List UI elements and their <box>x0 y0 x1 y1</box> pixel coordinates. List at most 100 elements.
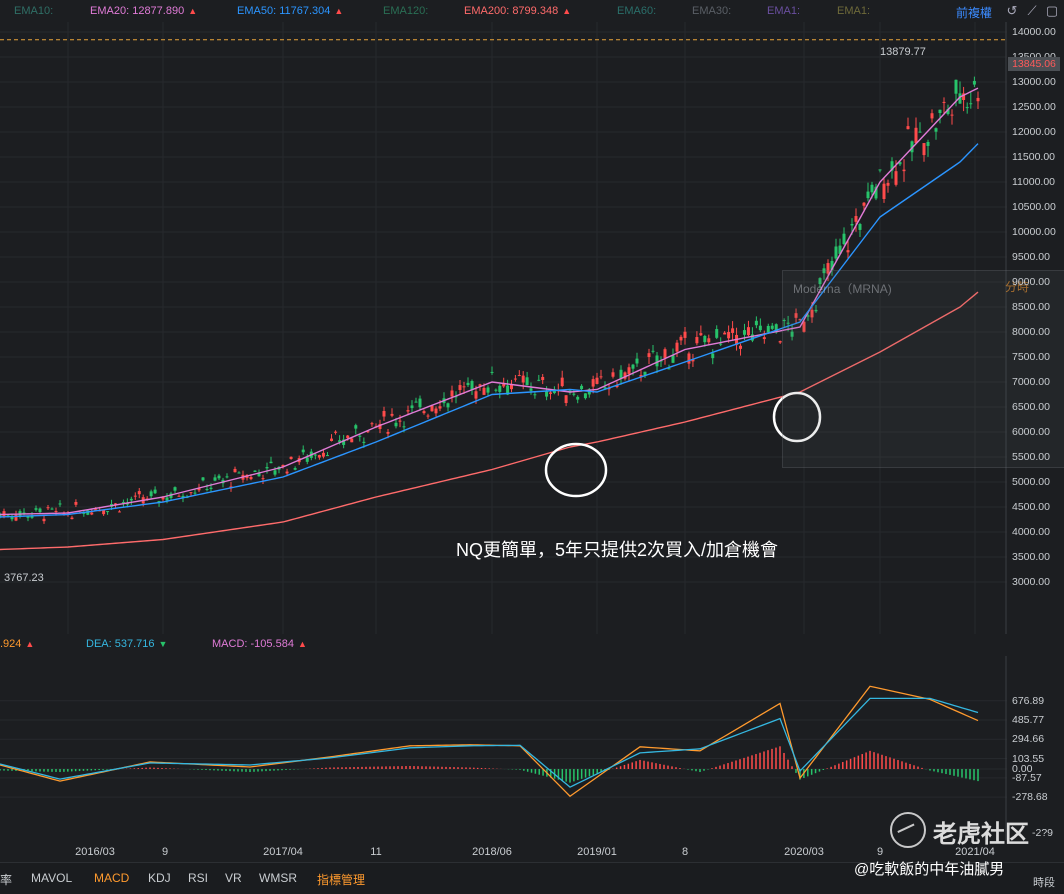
candle-body <box>934 128 938 132</box>
candle-body <box>818 278 822 285</box>
candle-body <box>906 126 910 130</box>
macd-tick: -278.68 <box>1012 791 1048 804</box>
candle-body <box>533 394 537 396</box>
candle-body <box>506 385 510 395</box>
candle-body <box>742 330 746 335</box>
candle-body <box>715 329 719 338</box>
candle-body <box>161 496 165 500</box>
candle-body <box>595 377 599 384</box>
candle-body <box>703 335 707 343</box>
candle-body <box>70 517 74 520</box>
tab-mavol[interactable]: MAVOL <box>31 871 73 885</box>
legend-ema1-a: EMA1: <box>767 5 801 17</box>
tab-rsi[interactable]: RSI <box>188 871 209 885</box>
camera-icon[interactable]: ▢ <box>1045 3 1059 18</box>
time-tick: 9 <box>876 846 884 858</box>
candle-body <box>675 342 679 352</box>
candle-body <box>707 338 711 343</box>
candle-body <box>386 432 390 434</box>
candle-body <box>249 477 253 480</box>
price-tick: 5000.00 <box>1012 476 1050 488</box>
candlestick-chart[interactable] <box>0 22 1007 634</box>
candle-body <box>525 377 529 386</box>
price-tick: 6500.00 <box>1012 401 1050 413</box>
candle-body <box>281 464 285 467</box>
macd-histogram <box>0 746 979 783</box>
candle-body <box>623 372 627 379</box>
candle-body <box>886 182 890 186</box>
tab-kdj[interactable]: KDJ <box>148 871 171 885</box>
candle-body <box>54 510 58 512</box>
low-circle-2018 <box>544 442 608 498</box>
candle-body <box>366 431 370 433</box>
candle-body <box>510 384 513 390</box>
price-tick: 4500.00 <box>1012 501 1050 513</box>
candle-body <box>82 512 86 514</box>
candle-body <box>14 514 18 521</box>
price-tick: 3500.00 <box>1012 551 1050 563</box>
time-mode-label[interactable]: 時段 <box>1033 877 1055 889</box>
undo-icon[interactable]: ↺ <box>1006 3 1018 18</box>
price-tick: 9000.00 <box>1012 276 1050 288</box>
candle-body <box>86 510 90 515</box>
candle-body <box>410 405 414 409</box>
candle-body <box>866 191 870 199</box>
legend-ema30: EMA30: <box>692 5 732 17</box>
macd-tick: -87.57 <box>1012 771 1042 784</box>
macd-chart[interactable] <box>0 656 1007 840</box>
macd-tick: 485.77 <box>1012 714 1045 726</box>
candle-body <box>529 388 533 391</box>
candle-body <box>46 507 50 509</box>
candle-body <box>462 386 466 388</box>
candle-body <box>890 161 894 171</box>
candle-body <box>802 321 806 332</box>
price-tick: 5500.00 <box>1012 451 1050 463</box>
candle-body <box>197 488 201 491</box>
candle-body <box>301 449 305 453</box>
time-tick: 2020/03 <box>784 846 824 858</box>
candle-body <box>205 489 209 491</box>
series-ema200 <box>0 291 979 551</box>
candle-body <box>342 439 346 445</box>
tab-indicator-manage[interactable]: 指標管理 <box>317 873 366 887</box>
candle-body <box>774 324 778 333</box>
candle-body <box>321 452 325 457</box>
candle-body <box>552 389 556 394</box>
adjust-mode-button[interactable]: 前複權 <box>956 6 993 20</box>
candle-body <box>969 103 973 105</box>
candle-body <box>293 468 297 470</box>
candle-body <box>157 500 161 503</box>
tab-rate[interactable]: 率 <box>0 873 13 887</box>
candle-body <box>615 385 619 388</box>
candle-body <box>466 382 470 386</box>
candle-body <box>639 375 643 378</box>
candle-body <box>418 398 422 408</box>
candle-body <box>189 492 193 494</box>
candle-body <box>894 171 898 185</box>
price-tick: 6000.00 <box>1012 426 1050 438</box>
candle-body <box>655 355 659 367</box>
indicator-bar <box>0 862 1064 894</box>
candle-body <box>691 359 695 362</box>
candle-body <box>285 471 289 474</box>
candle-body <box>950 114 954 116</box>
macd-legend: .924 ▲ DEA: 537.716 ▼ MACD: -105.584 ▲ <box>0 638 1000 654</box>
candle-body <box>169 493 173 499</box>
candle-body <box>842 233 846 245</box>
overlay-title: Moderna（MRNA) <box>793 282 892 296</box>
tab-vr[interactable]: VR <box>225 871 242 885</box>
candle-body <box>149 491 153 497</box>
candle-body <box>517 375 521 377</box>
candle-body <box>334 431 338 433</box>
tab-macd[interactable]: MACD <box>94 871 130 885</box>
candle-body <box>406 410 410 412</box>
overlay-tab[interactable]: 分時 <box>1005 280 1030 294</box>
tab-wmsr[interactable]: WMSR <box>259 871 297 885</box>
candle-body <box>133 495 137 497</box>
time-tick: 2016/03 <box>75 846 115 858</box>
candle-body <box>798 319 802 321</box>
draw-line-icon[interactable]: ⟋ <box>1027 3 1037 18</box>
price-tick: 7500.00 <box>1012 351 1050 363</box>
candle-body <box>611 372 615 377</box>
candle-body <box>237 472 241 474</box>
